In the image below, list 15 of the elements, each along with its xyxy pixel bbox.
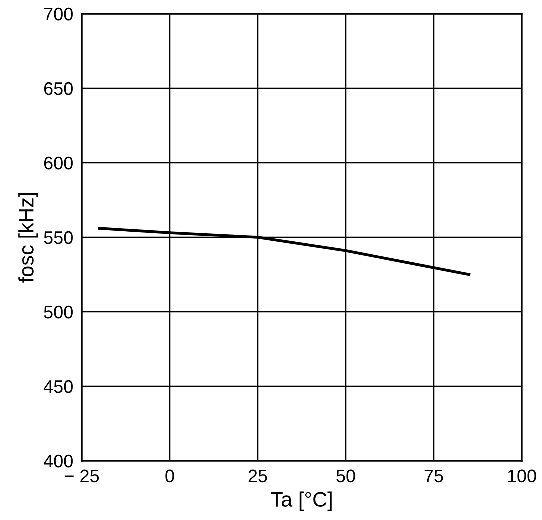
x-tick-label: 50 [336, 470, 356, 483]
y-tick-label: 400 [44, 454, 73, 468]
x-axis-title: Ta [°C] [271, 492, 332, 512]
y-axis-title: fosc [kHz] [18, 193, 38, 283]
x-tick-label: 75 [424, 470, 444, 483]
y-tick-label: 550 [44, 231, 73, 244]
y-tick-label: 450 [44, 380, 73, 394]
y-tick-label: 500 [44, 306, 73, 319]
y-tick-label: 700 [44, 8, 73, 21]
x-tick-label: 0 [166, 470, 174, 483]
x-tick-label: 100 [508, 470, 536, 483]
y-tick-label: 600 [44, 156, 73, 170]
x-tick-label: − 25 [65, 470, 100, 483]
x-tick-label: 25 [248, 470, 268, 483]
y-tick-label: 650 [44, 82, 73, 96]
